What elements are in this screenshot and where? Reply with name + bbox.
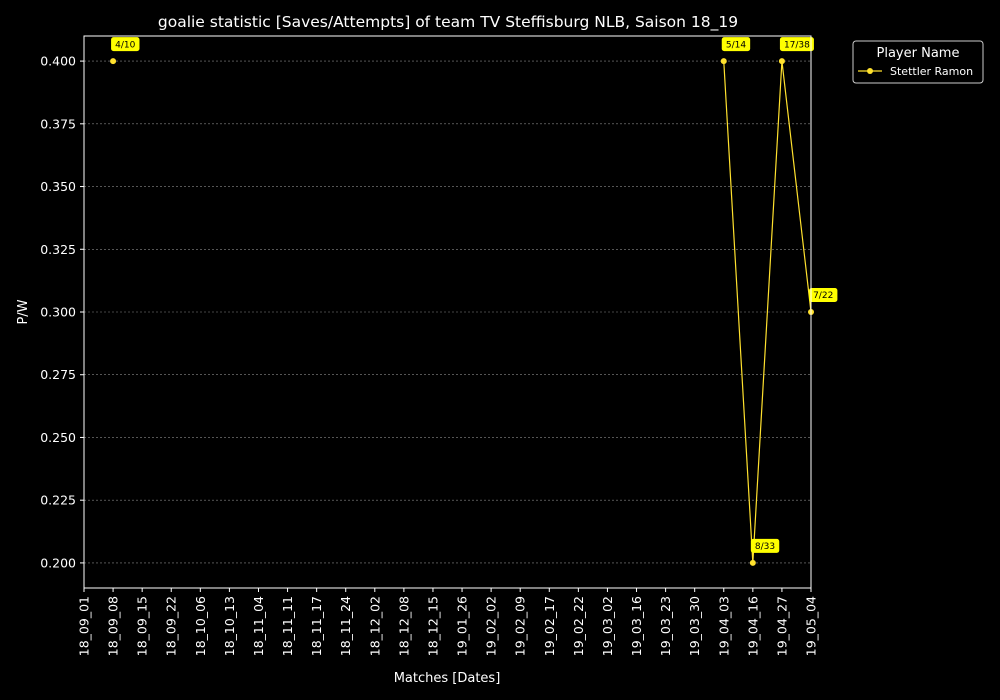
x-tick-label: 19_02_09 [513,596,528,656]
x-tick-label: 19_02_02 [484,596,499,656]
data-label-text: 5/14 [726,40,746,50]
y-tick-label: 0.400 [40,54,76,69]
data-label: 7/22 [809,288,838,302]
y-tick-label: 0.225 [40,493,76,508]
y-axis-label: P/W [16,299,31,324]
x-tick-label: 19_02_17 [542,596,557,656]
y-tick-label: 0.300 [40,305,76,320]
data-label-box [721,37,751,52]
series-line [723,61,812,563]
x-tick-label: 19_05_04 [804,596,819,656]
series-layer [110,58,814,566]
legend-entry-label: Stettler Ramon [890,65,973,78]
legend-title: Player Name [877,46,960,61]
y-tick-label: 0.375 [40,116,76,131]
data-label: 17/38 [779,37,814,52]
x-tick-label: 18_09_15 [135,596,150,656]
x-tick-label: 19_03_16 [629,596,644,656]
x-tick-label: 19_03_23 [658,596,673,656]
data-label-box [809,288,838,302]
legend: Player Name Stettler Ramon [852,40,984,84]
data-label-text: 7/22 [813,291,833,301]
plot-area: 4/10 5/14 8/33 17/38 7/22 [83,35,838,589]
legend-marker-swatch [867,68,873,74]
data-label-box [111,37,140,52]
y-axis: 0.200 0.225 0.250 0.275 0.300 0.325 0.350 0.375… [40,54,84,570]
x-tick-label: 18_11_24 [338,596,353,656]
x-tick-label: 18_10_13 [222,596,237,656]
x-axis: 18_09_01 18_09_08 18_09_15 18_09_22 18_10_06… [77,588,819,656]
x-tick-label: 18_11_04 [251,596,266,656]
data-point [110,58,117,65]
x-tick-label: 18_11_11 [280,596,295,656]
x-tick-label: 19_03_30 [687,596,702,656]
x-tick-label: 18_11_17 [309,596,324,656]
x-tick-label: 18_12_08 [396,596,411,656]
data-label-text: 4/10 [115,40,135,50]
data-label: 8/33 [750,538,780,553]
x-tick-label: 19_03_02 [600,596,615,656]
data-label-box [750,538,780,553]
x-tick-label: 18_12_02 [367,596,382,656]
x-tick-label: 18_09_22 [164,596,179,656]
data-label-box [779,37,814,52]
data-point [749,559,756,566]
x-tick-label: 18_12_15 [425,596,440,656]
y-tick-label: 0.250 [40,430,76,445]
x-tick-label: 19_04_16 [745,596,760,656]
legend-box [852,40,984,84]
data-label: 5/14 [721,37,751,52]
x-tick-label: 19_02_22 [571,596,586,656]
data-label: 4/10 [111,37,140,52]
data-label-text: 8/33 [755,542,775,552]
y-tick-label: 0.350 [40,179,76,194]
x-tick-label: 18_10_06 [193,596,208,656]
data-point [720,58,727,65]
x-axis-label: Matches [Dates] [394,671,501,686]
data-point [778,58,785,65]
x-tick-label: 18_09_01 [77,596,92,656]
x-tick-label: 19_01_26 [455,596,470,656]
y-tick-label: 0.200 [40,555,76,570]
data-label-text: 17/38 [784,40,810,50]
data-label-layer: 4/10 5/14 8/33 17/38 7/22 [111,37,838,553]
y-tick-label: 0.275 [40,367,76,382]
x-tick-label: 19_04_03 [716,596,731,656]
chart-title: goalie statistic [Saves/Attempts] of tea… [158,13,738,32]
x-tick-label: 19_04_27 [774,596,789,656]
gridlines [84,60,811,564]
y-tick-label: 0.325 [40,242,76,257]
x-tick-label: 18_09_08 [106,596,121,656]
